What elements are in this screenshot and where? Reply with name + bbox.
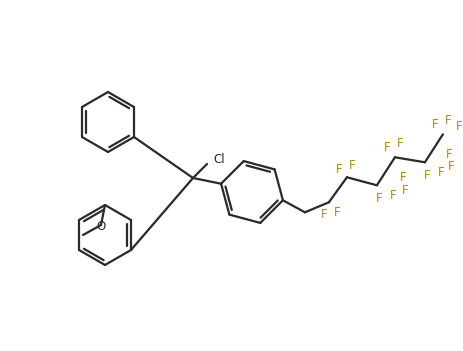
Text: F: F [437, 166, 443, 179]
Text: F: F [431, 118, 437, 131]
Text: F: F [375, 192, 382, 205]
Text: F: F [423, 169, 429, 182]
Text: F: F [383, 141, 389, 154]
Text: F: F [444, 114, 450, 127]
Text: Cl: Cl [213, 153, 224, 166]
Text: O: O [96, 219, 106, 232]
Text: F: F [348, 159, 355, 172]
Text: F: F [389, 189, 395, 202]
Text: F: F [444, 148, 451, 161]
Text: F: F [401, 184, 407, 197]
Text: F: F [447, 160, 453, 173]
Text: F: F [396, 137, 402, 150]
Text: F: F [320, 208, 326, 221]
Text: F: F [335, 163, 342, 176]
Text: F: F [399, 171, 405, 184]
Text: F: F [333, 206, 339, 219]
Text: F: F [455, 120, 461, 133]
